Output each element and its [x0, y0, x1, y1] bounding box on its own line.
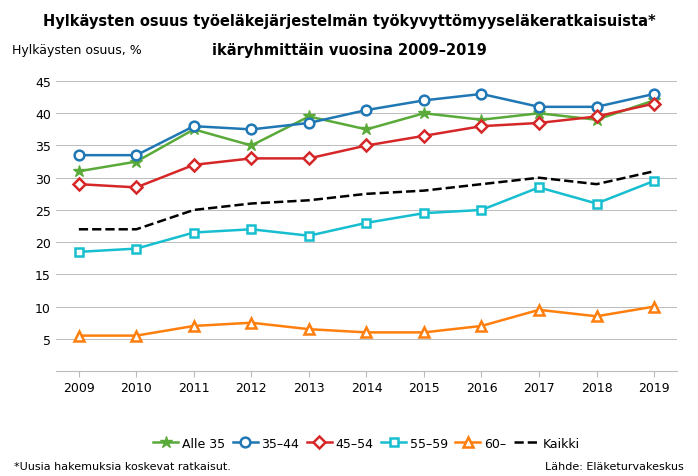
Text: Hylkäysten osuus, %: Hylkäysten osuus, %: [13, 44, 142, 57]
Legend: Alle 35, 35–44, 45–54, 55–59, 60–, Kaikki: Alle 35, 35–44, 45–54, 55–59, 60–, Kaikk…: [148, 432, 585, 455]
Text: Lähde: Eläketurvakeskus: Lähde: Eläketurvakeskus: [545, 461, 684, 471]
Text: ikäryhmittäin vuosina 2009–2019: ikäryhmittäin vuosina 2009–2019: [211, 43, 487, 58]
Text: Hylkäysten osuus työeläkejärjestelmän työkyvyttömyyseläkeratkaisuista*: Hylkäysten osuus työeläkejärjestelmän ty…: [43, 14, 655, 29]
Text: *Uusia hakemuksia koskevat ratkaisut.: *Uusia hakemuksia koskevat ratkaisut.: [14, 461, 231, 471]
